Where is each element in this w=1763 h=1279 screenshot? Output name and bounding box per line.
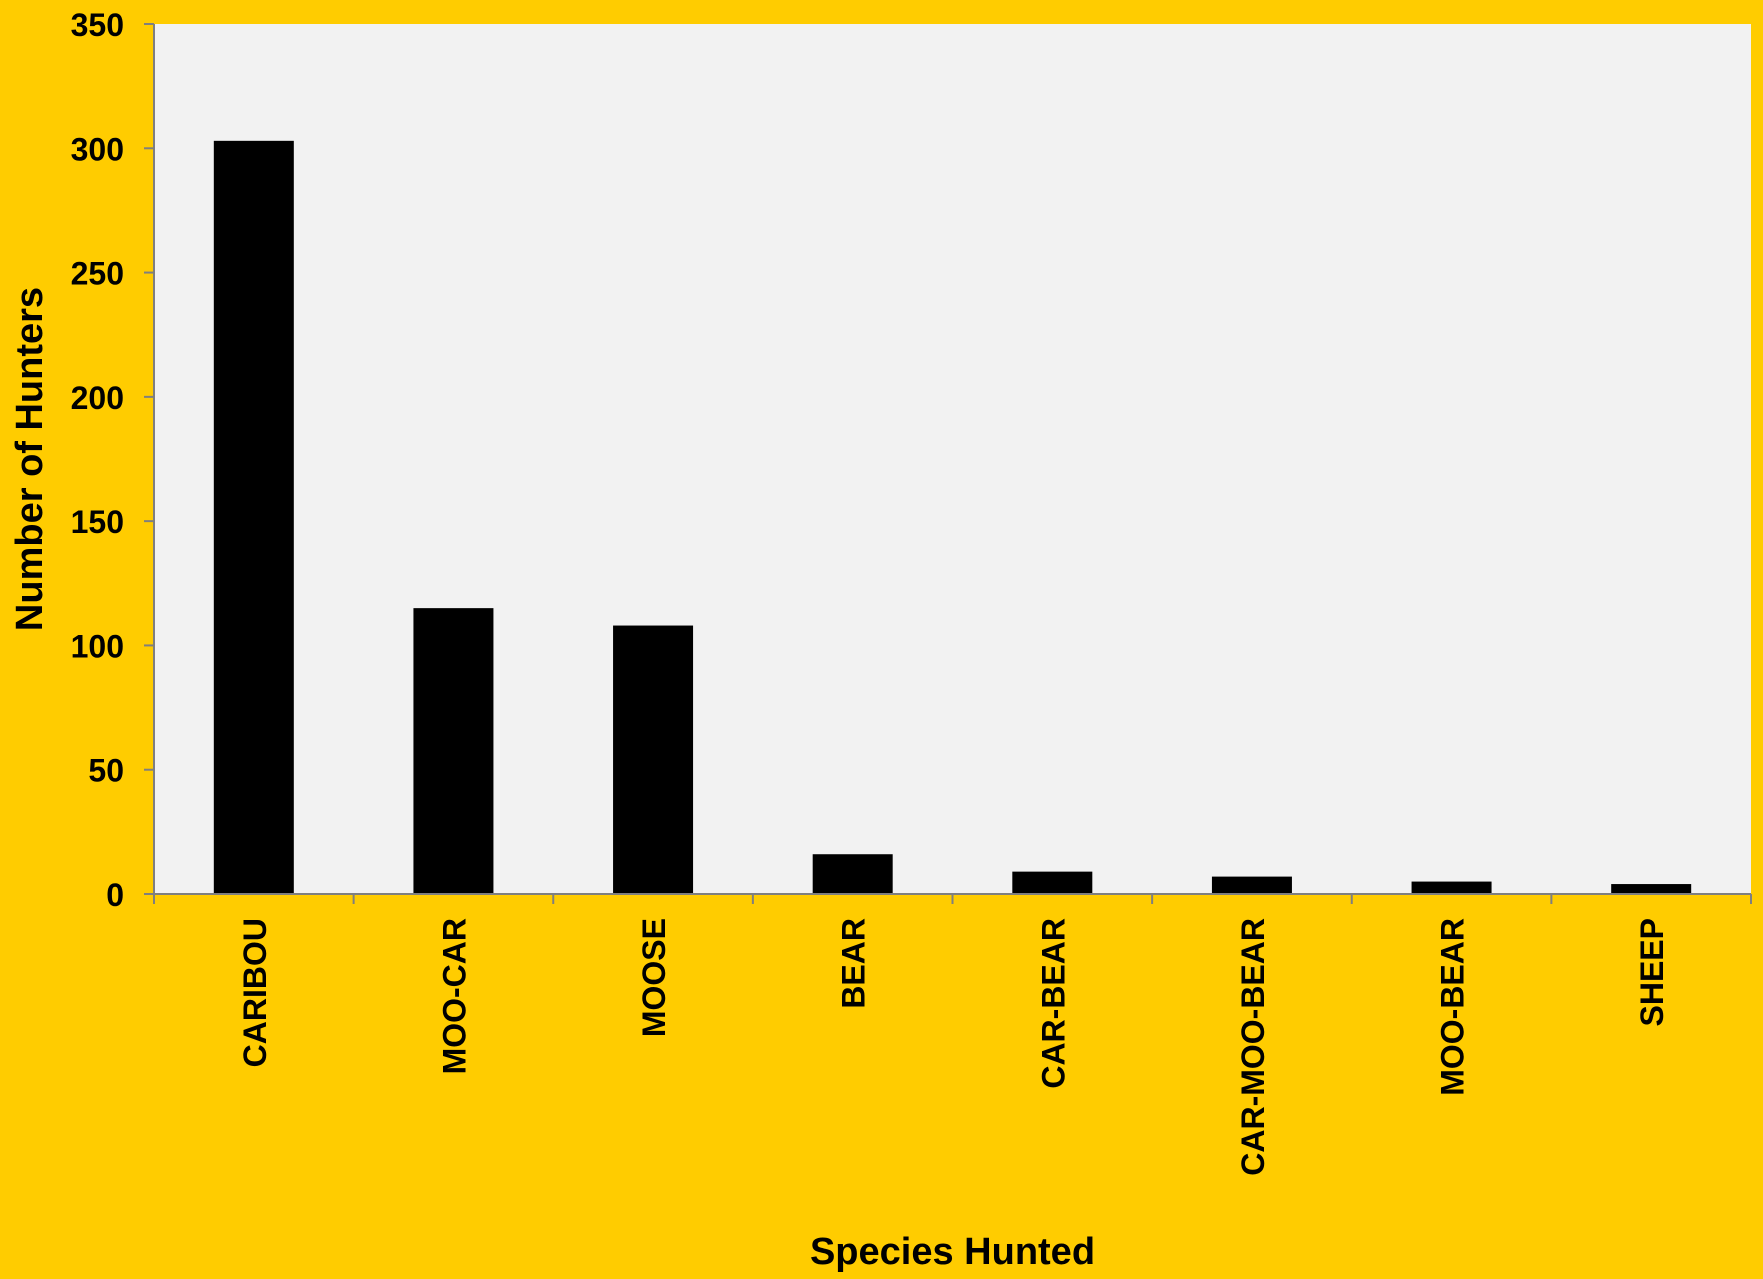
y-axis-ticks	[144, 23, 154, 895]
y-tick-label: 300	[71, 131, 124, 167]
bar-car-moo-bear	[1211, 876, 1292, 894]
x-tick-label: CAR-BEAR	[1035, 918, 1071, 1089]
bar-series	[213, 140, 1692, 895]
y-tick-label: 350	[71, 7, 124, 43]
y-tick-label: 100	[71, 628, 124, 664]
y-tick-label: 250	[71, 256, 124, 292]
y-tick-label: 0	[106, 877, 124, 913]
y-tick-label: 200	[71, 380, 124, 416]
y-axis-title: Number of Hunters	[9, 287, 51, 631]
x-tick-label: BEAR	[836, 918, 872, 1009]
bar-moo-car	[413, 608, 494, 894]
y-tick-label: 150	[71, 504, 124, 540]
x-axis-title: Species Hunted	[810, 1231, 1095, 1273]
x-tick-label: MOOSE	[636, 918, 672, 1037]
x-tick-label: MOO-CAR	[436, 918, 472, 1074]
bar-sheep	[1611, 884, 1692, 894]
bar-car-bear	[1012, 871, 1093, 894]
bar-moo-bear	[1411, 881, 1492, 894]
x-axis-ticks	[153, 894, 1752, 904]
x-tick-label: MOO-BEAR	[1435, 918, 1471, 1096]
y-axis-tick-labels: 0 50 100 150 200 250 300 350	[71, 7, 124, 913]
bar-caribou	[213, 140, 294, 895]
bar-moose	[613, 625, 694, 894]
x-tick-label: SHEEP	[1634, 918, 1670, 1026]
x-tick-label: CAR-MOO-BEAR	[1235, 918, 1271, 1176]
plot-area	[154, 24, 1751, 894]
y-tick-label: 50	[88, 753, 124, 789]
x-axis-tick-labels: CARIBOU MOO-CAR MOOSE BEAR CAR-BEAR CAR-MOO-B…	[237, 918, 1670, 1176]
x-tick-label: CARIBOU	[237, 918, 273, 1067]
bar-bear	[812, 854, 893, 894]
